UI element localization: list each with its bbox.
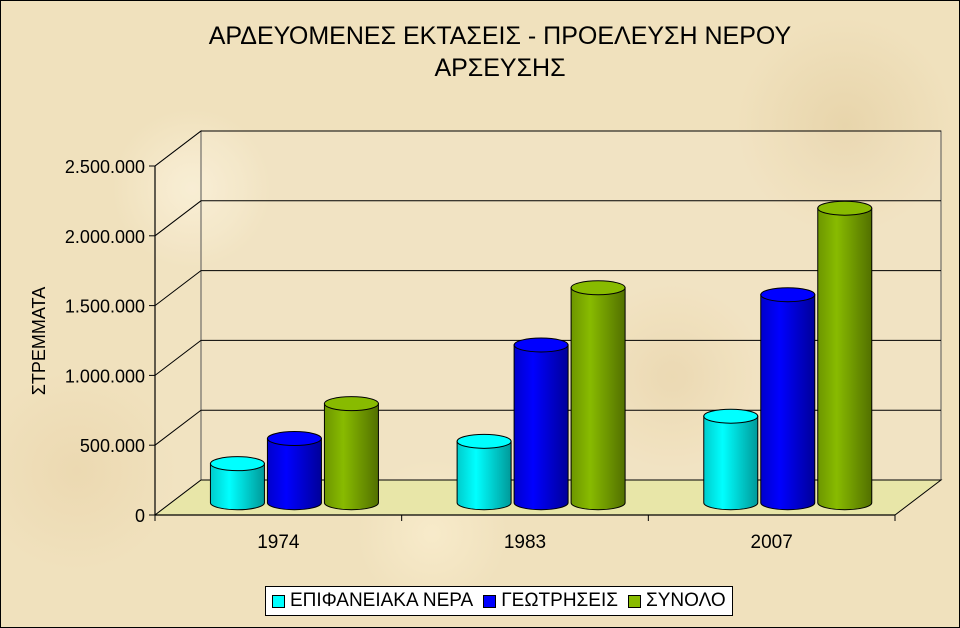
bar [266, 431, 322, 511]
gridline [154, 339, 941, 376]
bar [209, 456, 265, 511]
chart-title: ΑΡΔΕΥΟΜΕΝΕΣ ΕΚΤΑΣΕΙΣ - ΠΡΟΕΛΕΥΣΗ ΝΕΡΟΥ Α… [120, 20, 880, 84]
y-tick-label: 1.500.000 [65, 297, 145, 317]
gridline [154, 200, 941, 237]
legend-swatch [483, 594, 497, 608]
legend: ΕΠΙΦΑΝΕΙΑΚΑ ΝΕΡΑ ΓΕΩΤΡΗΣΕΙΣ ΣΥΝΟΛΟ [265, 586, 733, 616]
x-tick-label: 2007 [751, 532, 793, 553]
legend-label: ΣΥΝΟΛΟ [646, 590, 726, 611]
bar [323, 396, 379, 511]
gridline [154, 409, 941, 446]
x-tick-label: 1974 [257, 532, 300, 553]
bar [456, 433, 512, 511]
legend-swatch [628, 594, 642, 608]
bar [513, 337, 569, 511]
bar [570, 280, 626, 511]
y-axis-label: ΣΤΡΕΜΜΑΤΑ [29, 287, 49, 395]
gridline [154, 270, 941, 306]
y-tick-labels: 0 500.000 1.000.000 1.500.000 2.000.000 2.500… [65, 157, 155, 526]
bar [817, 200, 873, 511]
legend-label: ΕΠΙΦΑΝΕΙΑΚΑ ΝΕΡΑ [290, 590, 474, 611]
x-tick-label: 1983 [504, 532, 546, 553]
y-tick-label: 0 [135, 506, 145, 526]
bar [703, 408, 759, 511]
legend-swatch [272, 594, 285, 608]
y-tick-label: 2.000.000 [65, 227, 145, 247]
bars [209, 200, 873, 511]
y-tick-label: 500.000 [80, 436, 145, 456]
axes [154, 166, 895, 516]
legend-label: ΓΕΩΤΡΗΣΕΙΣ [501, 590, 619, 611]
bar [760, 287, 816, 511]
legend-item: ΕΠΙΦΑΝΕΙΑΚΑ ΝΕΡΑ [272, 590, 473, 612]
legend-item: ΣΥΝΟΛΟ [628, 590, 726, 612]
y-tick-label: 2.500.000 [65, 157, 145, 177]
chart-title-line-2: ΑΡΣΕΥΣΗΣ [434, 54, 566, 82]
gridline [154, 130, 941, 167]
side-wall [154, 129, 202, 517]
x-tick-labels: 1974 1983 2007 [154, 515, 896, 553]
y-tick-label: 1.000.000 [65, 366, 145, 386]
chart-title-line-1: ΑΡΔΕΥΟΜΕΝΕΣ ΕΚΤΑΣΕΙΣ - ΠΡΟΕΛΕΥΣΗ ΝΕΡΟΥ [208, 22, 792, 50]
gridlines [154, 130, 941, 446]
legend-item: ΓΕΩΤΡΗΣΕΙΣ [483, 590, 618, 612]
